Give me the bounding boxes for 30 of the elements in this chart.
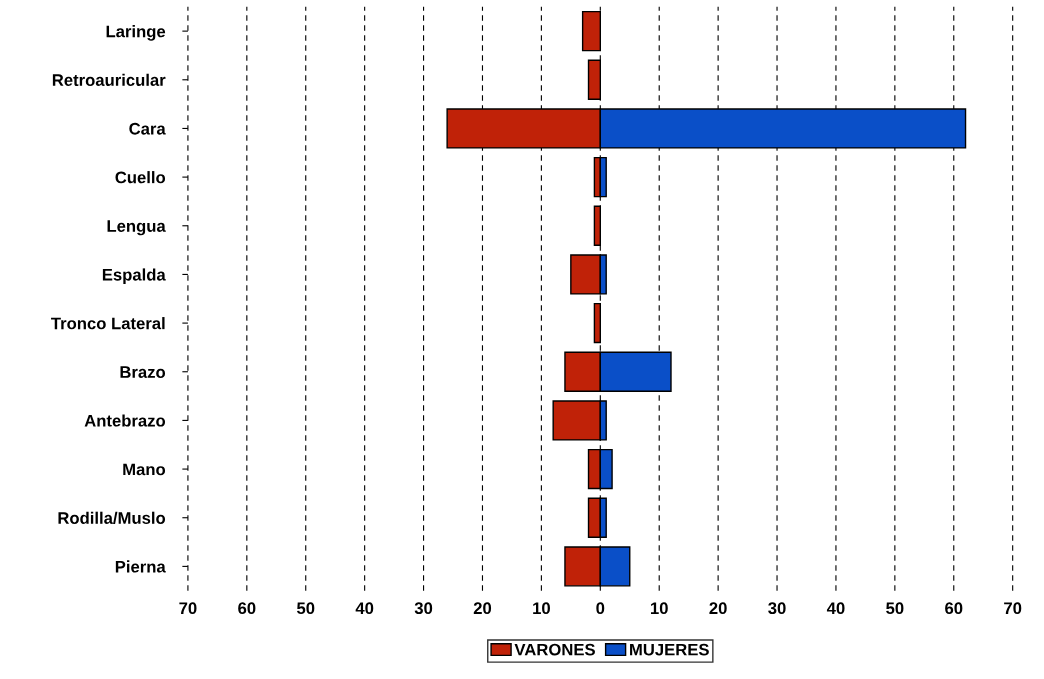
x-tick-label: 40 [355,602,374,615]
x-tick-label: 30 [414,602,433,615]
y-tick-label: Laringe [106,25,166,41]
x-tick-label: 0 [596,602,605,615]
x-tick-label: 60 [238,602,256,615]
x-tick-label: 50 [296,602,315,615]
x-tick-label: 10 [650,602,668,615]
y-tick-label: Antebrazo [84,414,166,427]
x-tick-label: 30 [768,602,786,615]
y-tick-label: Espalda [102,268,166,284]
x-tick-label: 20 [709,602,727,615]
y-tick-label: Lengua [107,220,166,236]
bar [581,10,601,52]
y-tick-label: Cara [129,122,166,135]
y-tick-label: Mano [123,463,166,476]
x-tick-label: 70 [1004,602,1022,615]
x-tick-label: 70 [179,602,197,615]
x-tick-label: 10 [533,602,550,615]
legend-label: VARONES [514,643,595,656]
y-tick-label: Retroauricular [52,73,166,86]
y-tick-label: Brazo [120,366,166,378]
x-tick-label: 40 [826,602,845,615]
x-tick-label: 60 [945,602,963,615]
y-tick-label: Tronco Lateral [51,317,165,330]
legend-label: MUJERES [630,643,709,656]
y-tick-label: Cuello [115,171,166,184]
y-tick-label: Rodilla/Muslo [58,511,166,525]
x-tick-label: 20 [473,602,492,615]
y-tick-label: Pierna [115,560,166,573]
x-tick-label: 50 [886,602,904,615]
